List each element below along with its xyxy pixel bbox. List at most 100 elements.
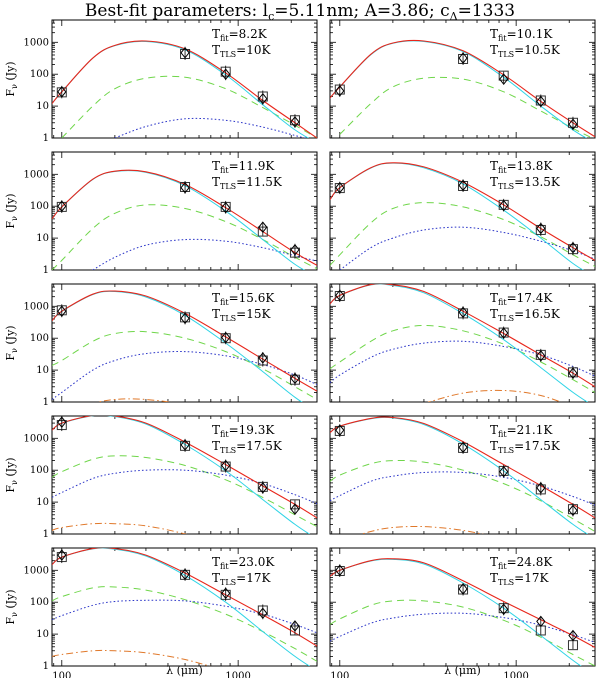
- y-ticks: 100 1000: [330, 547, 595, 678]
- y-ticks: [330, 151, 595, 271]
- y-axis-title: Fν (Jy): [4, 457, 19, 492]
- data-markers: [56, 304, 300, 386]
- series-tls: [330, 202, 595, 267]
- y-tick-label: 1: [43, 529, 49, 540]
- data-markers: [334, 52, 578, 131]
- data-markers: [334, 179, 578, 256]
- series-cold: [52, 548, 311, 666]
- curves: [330, 162, 595, 270]
- curves: [330, 416, 595, 534]
- y-tick-label: 10: [36, 101, 49, 112]
- series-total: [52, 548, 317, 647]
- tfit-label: Tfit=11.9K: [212, 159, 275, 175]
- tfit-label: Tfit=24.8K: [490, 555, 553, 571]
- y-tick-label: 10: [36, 365, 49, 376]
- axis-titles: Fν (Jy) Fν (Jy) Fν (Jy) Fν (Jy) Fν (Jy) λ (μm…: [4, 61, 481, 677]
- x-axis-title: λ (μm): [444, 664, 481, 677]
- x-tick-label: 100: [330, 671, 349, 678]
- series-extra: [52, 649, 211, 666]
- ttls-label: TTLS=15K: [212, 307, 271, 323]
- tfit-label: Tfit=19.3K: [212, 423, 275, 439]
- tfit-label: Tfit=13.8K: [490, 159, 553, 175]
- y-tick-label: 1000: [24, 37, 49, 48]
- y-tick-label: 1000: [24, 433, 49, 444]
- series-dcd: [339, 226, 595, 270]
- y-ticks: 1 10 100 1000: [24, 283, 317, 408]
- y-axis-title: Fν (Jy): [4, 61, 19, 96]
- series-extra: [427, 389, 562, 402]
- tfit-label: Tfit=10.1K: [490, 27, 553, 43]
- y-ticks: 1 10 100 1000: [24, 19, 317, 144]
- series-dcd: [330, 471, 595, 506]
- panel-frame: [51, 19, 318, 139]
- y-ticks: [330, 415, 595, 535]
- data-markers: [56, 180, 300, 259]
- data-markers: [334, 564, 578, 651]
- ttls-label: TTLS=16.5K: [490, 307, 561, 323]
- series-total: [330, 162, 595, 261]
- ttls-label: TTLS=17.5K: [490, 439, 561, 455]
- y-tick-label: 1000: [24, 169, 49, 180]
- curves: [52, 169, 317, 270]
- x-axis-title: λ (μm): [166, 664, 203, 677]
- x-tick-label: 100: [52, 671, 71, 678]
- series-tls: [339, 76, 594, 138]
- series-dcd: [330, 340, 595, 384]
- panel-frame: [51, 415, 318, 535]
- ttls-label: TTLS=11.5K: [212, 175, 283, 191]
- series-dcd: [52, 469, 317, 505]
- data-markers: [56, 416, 300, 515]
- data-markers: [334, 424, 578, 517]
- panel-frame: [329, 283, 596, 403]
- y-tick-label: 1: [43, 133, 49, 144]
- series-total: [52, 416, 317, 519]
- series-total: [330, 284, 595, 388]
- series-dcd: [330, 612, 595, 643]
- y-tick-label: 100: [30, 465, 49, 476]
- panel-frame: [329, 415, 596, 535]
- panel-frame: [51, 547, 318, 667]
- series-total: [52, 169, 317, 266]
- series-dcd: [52, 351, 317, 400]
- y-tick-label: 100: [30, 597, 49, 608]
- ttls-label: TTLS=17.5K: [212, 439, 283, 455]
- y-tick-label: 100: [30, 333, 49, 344]
- y-axis-title: Fν (Jy): [4, 193, 19, 228]
- ttls-label: TTLS=13.5K: [490, 175, 561, 191]
- y-axis-title: Fν (Jy): [4, 589, 19, 624]
- y-tick-label: 10: [36, 233, 49, 244]
- panel-frame: [51, 151, 318, 271]
- series-tls: [52, 330, 317, 400]
- series-tls: [52, 204, 317, 270]
- panel-frame: [51, 283, 318, 403]
- series-total: [52, 290, 317, 392]
- y-tick-label: 1: [43, 397, 49, 408]
- tfit-label: Tfit=21.1K: [490, 423, 553, 439]
- series-tls: [52, 455, 317, 528]
- x-tick-label: 1000: [503, 671, 528, 678]
- y-tick-label: 10: [36, 629, 49, 640]
- ttls-label: TTLS=17K: [490, 571, 549, 587]
- tfit-label: Tfit=23.0K: [212, 555, 275, 571]
- tfit-label: Tfit=15.6K: [212, 291, 275, 307]
- tfit-label: Tfit=17.4K: [490, 291, 553, 307]
- y-tick-label: 100: [30, 69, 49, 80]
- diamond-point: [499, 73, 509, 85]
- y-tick-label: 10: [36, 497, 49, 508]
- y-tick-label: 1: [43, 661, 49, 672]
- y-tick-label: 1: [43, 265, 49, 276]
- panels-grid: 1101001000Tfit=8.2KTTLS=10KTfit=10.1KTTL…: [24, 19, 596, 678]
- series-cold: [330, 558, 582, 666]
- series-tls: [330, 324, 595, 393]
- x-tick-label: 1000: [225, 671, 250, 678]
- ttls-label: TTLS=10K: [212, 43, 271, 59]
- series-tls: [330, 459, 595, 532]
- series-total: [330, 39, 595, 138]
